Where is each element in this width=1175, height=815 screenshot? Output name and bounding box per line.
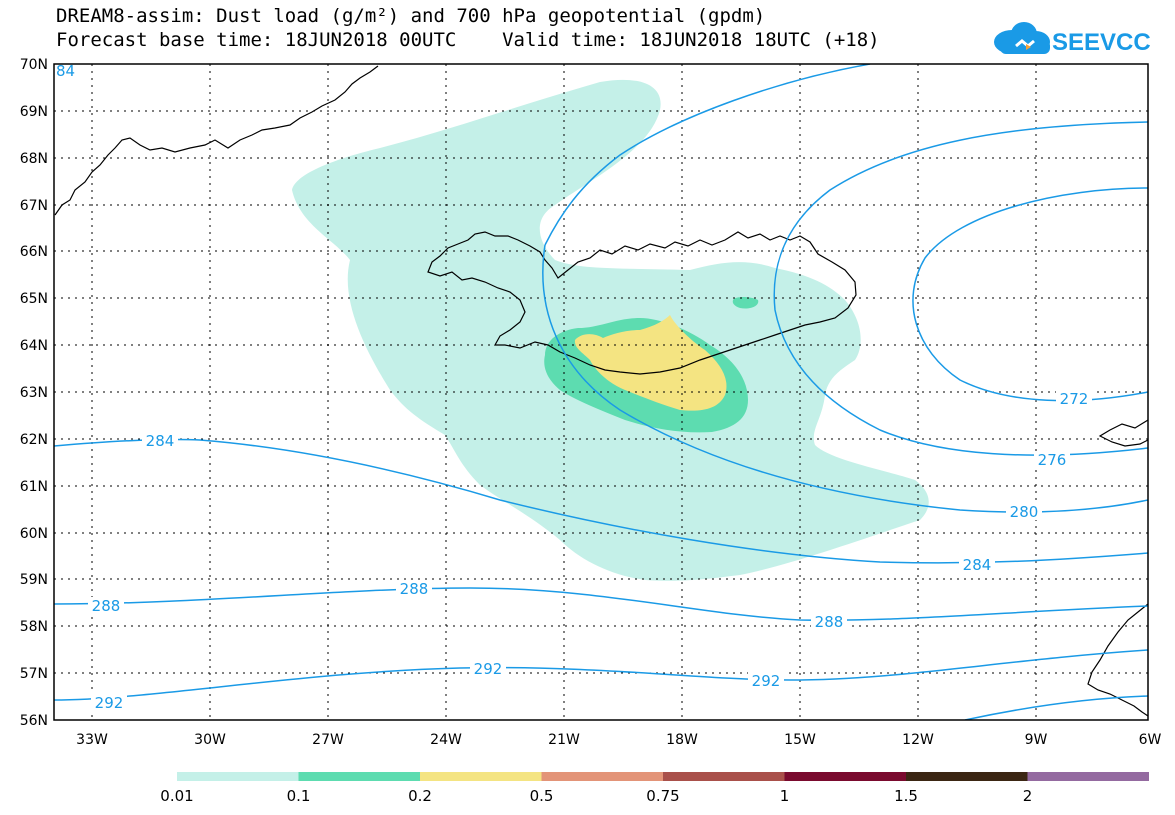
lon-label: 9W	[1025, 732, 1048, 748]
legend-swatch	[1027, 772, 1149, 781]
contour-label: 276	[1038, 451, 1067, 469]
lat-label: 59N	[20, 572, 48, 588]
seevccc-logo: SEEVCCC	[994, 22, 1150, 56]
contour-292-south	[54, 649, 1148, 701]
lon-label: 6W	[1139, 732, 1162, 748]
contour-label: 284	[146, 432, 175, 450]
lat-label: 64N	[20, 338, 48, 354]
map-title: DREAM8-assim: Dust load (g/m²) and 700 h…	[56, 5, 766, 27]
legend-swatch	[420, 772, 542, 781]
contour-labels: 272 276 280 284 284 84 288 288 288 292 2…	[56, 62, 1092, 712]
legend-label: 1	[780, 787, 790, 805]
contour-288	[54, 587, 1148, 622]
coastlines	[54, 65, 1148, 717]
longitude-labels: 33W 30W 27W 24W 21W 18W 15W 12W 9W 6W	[76, 732, 1161, 748]
contour-292-bottomright	[964, 695, 1148, 720]
contour-label: 280	[1010, 503, 1039, 521]
dust-area-0.1-small	[732, 297, 759, 309]
legend-swatch	[177, 772, 299, 781]
contour-label: 288	[400, 580, 429, 598]
color-legend: 0.01 0.1 0.2 0.5 0.75 1 1.5 2	[160, 772, 1149, 805]
contour-label: 292	[95, 694, 124, 712]
contour-label: 284	[963, 556, 992, 574]
legend-swatch	[663, 772, 785, 781]
lon-label: 21W	[548, 732, 580, 748]
lat-label: 69N	[20, 104, 48, 120]
legend-label: 1.5	[894, 787, 918, 805]
lat-label: 57N	[20, 666, 48, 682]
lat-label: 60N	[20, 526, 48, 542]
contour-280	[542, 64, 1148, 513]
norway-coast	[1087, 603, 1148, 717]
logo-text: SEEVCCC	[1052, 29, 1150, 56]
iceland-coast	[427, 231, 857, 375]
legend-label: 0.2	[408, 787, 432, 805]
legend-swatch	[906, 772, 1028, 781]
legend-swatch	[298, 772, 420, 781]
cloud-icon	[994, 22, 1050, 54]
lon-label: 12W	[902, 732, 934, 748]
dust-area-0.2	[574, 315, 727, 411]
lat-label: 58N	[20, 619, 48, 635]
map-subtitle: Forecast base time: 18JUN2018 00UTC Vali…	[56, 29, 880, 51]
legend-swatch	[541, 772, 663, 781]
legend-label: 0.5	[530, 787, 554, 805]
scotland-coast	[1098, 419, 1148, 447]
lat-label: 70N	[20, 57, 48, 73]
lon-label: 18W	[666, 732, 698, 748]
legend-swatch	[784, 772, 906, 781]
lon-label: 27W	[312, 732, 344, 748]
contour-label: 288	[815, 613, 844, 631]
contour-label: 84	[56, 62, 75, 80]
lat-label: 68N	[20, 151, 48, 167]
contour-label: 292	[474, 660, 503, 678]
legend-label: 0.01	[160, 787, 193, 805]
contour-label: 288	[92, 597, 121, 615]
contour-label: 292	[752, 672, 781, 690]
lat-label: 67N	[20, 198, 48, 214]
legend-label: 0.75	[646, 787, 679, 805]
lon-label: 15W	[784, 732, 816, 748]
map-frame	[53, 63, 1149, 721]
lat-label: 63N	[20, 385, 48, 401]
lon-label: 30W	[194, 732, 226, 748]
lon-label: 24W	[430, 732, 462, 748]
lon-label: 33W	[76, 732, 108, 748]
dust-shading	[292, 79, 929, 581]
greenland-coast	[54, 65, 379, 216]
legend-label: 0.1	[287, 787, 311, 805]
legend-label: 2	[1023, 787, 1033, 805]
lat-label: 61N	[20, 479, 48, 495]
graticule	[54, 64, 1148, 720]
lat-label: 62N	[20, 432, 48, 448]
lat-label: 65N	[20, 291, 48, 307]
lat-label: 66N	[20, 244, 48, 260]
lat-label: 56N	[20, 713, 48, 729]
contour-272	[912, 187, 1148, 402]
contour-label: 272	[1060, 390, 1089, 408]
latitude-labels: 70N 69N 68N 67N 66N 65N 64N 63N 62N 61N …	[20, 57, 48, 729]
